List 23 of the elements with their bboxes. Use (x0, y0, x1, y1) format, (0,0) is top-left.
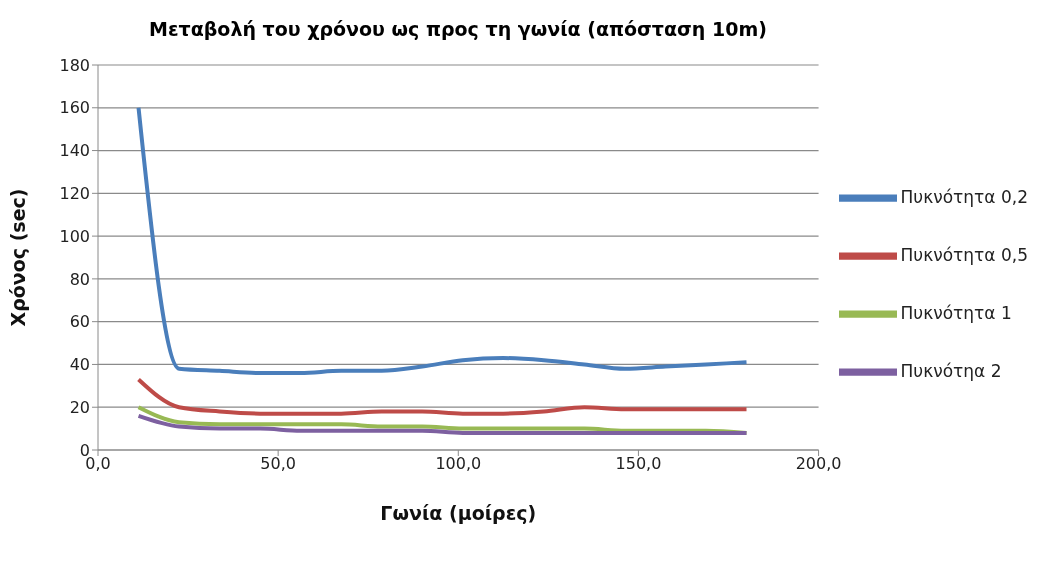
line-series (136, 105, 749, 375)
y-axis-title: Χρόνος (sec) (6, 188, 29, 327)
x-tick-label: 150,0 (615, 454, 662, 474)
y-tick-label: 160 (59, 98, 90, 118)
legend-label: Πυκνότητα 0,2 (900, 187, 1028, 207)
y-tick-label: 120 (59, 184, 90, 204)
legend-label: Πυκνότητα 0,5 (900, 245, 1028, 265)
y-tick-label: 60 (69, 312, 90, 332)
y-tick-label: 20 (69, 397, 90, 417)
y-tick-label: 80 (69, 269, 90, 289)
x-tick-label: 100,0 (435, 454, 482, 474)
x-tick-label: 200,0 (795, 454, 842, 474)
line-series (136, 377, 749, 416)
chart-title: Μεταβολή του χρόνου ως προς τη γωνία (απόσταση 10m) (148, 17, 768, 40)
x-axis-title: Γωνία (μοίρες) (380, 502, 537, 524)
y-tick-label: 180 (59, 55, 90, 75)
x-tick-label: 50,0 (260, 454, 296, 474)
y-tick-label: 40 (69, 355, 90, 375)
legend-label: Πυκνότητα 1 (900, 303, 1012, 323)
y-tick-label: 100 (59, 226, 90, 246)
y-tick-label: 140 (59, 141, 90, 161)
legend-label: Πυκνότηα 2 (900, 361, 1002, 381)
line-series (136, 413, 749, 435)
